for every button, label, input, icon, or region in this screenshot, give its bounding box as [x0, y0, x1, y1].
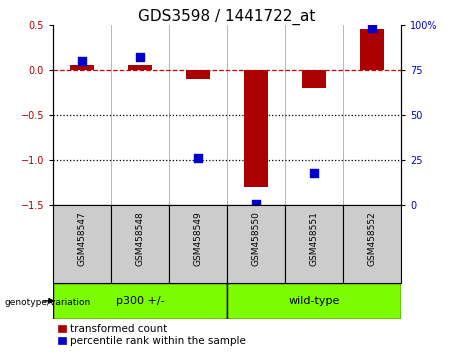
Text: GSM458549: GSM458549: [194, 212, 202, 266]
Bar: [53, 205, 111, 283]
Point: [368, 25, 376, 31]
Bar: [285, 205, 343, 283]
Text: GSM458548: GSM458548: [136, 212, 145, 266]
Text: genotype/variation: genotype/variation: [5, 298, 91, 307]
Point: [78, 58, 86, 64]
Text: GSM458551: GSM458551: [309, 212, 319, 267]
Bar: [169, 205, 227, 283]
Bar: [302, 70, 325, 88]
Bar: [111, 205, 169, 283]
Bar: [129, 65, 152, 70]
Point: [252, 201, 260, 206]
Title: GDS3598 / 1441722_at: GDS3598 / 1441722_at: [138, 8, 316, 25]
Text: GSM458550: GSM458550: [252, 212, 260, 267]
Bar: [186, 70, 210, 79]
Point: [310, 170, 318, 176]
Bar: [71, 65, 94, 70]
Bar: [343, 205, 401, 283]
Bar: [244, 70, 268, 187]
Bar: [227, 205, 285, 283]
Point: [195, 155, 202, 161]
Text: GSM458552: GSM458552: [367, 212, 377, 266]
Bar: [227, 283, 401, 319]
Legend: transformed count, percentile rank within the sample: transformed count, percentile rank withi…: [58, 324, 246, 347]
Bar: [361, 29, 384, 70]
Text: wild-type: wild-type: [289, 296, 340, 306]
Text: GSM458547: GSM458547: [77, 212, 87, 266]
Point: [136, 55, 144, 60]
Bar: [53, 283, 227, 319]
Text: p300 +/-: p300 +/-: [116, 296, 164, 306]
